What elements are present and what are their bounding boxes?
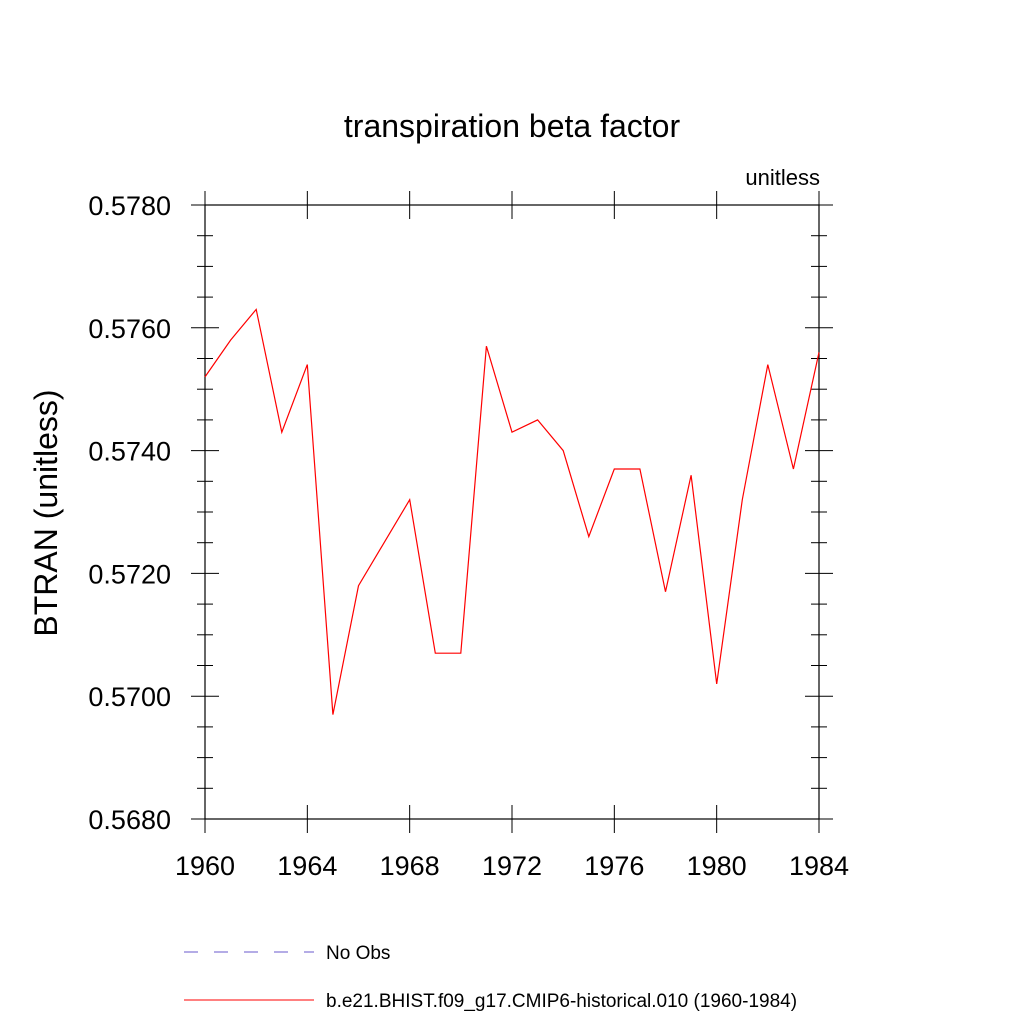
x-tick-label: 1984 [789,851,849,881]
y-axis-ticks: 0.5680 0.5700 0.5720 0.5740 0.5760 0.5780 [88,191,833,835]
x-tick-label: 1968 [380,851,440,881]
y-tick-label: 0.5740 [88,437,171,467]
legend-label: No Obs [326,943,390,964]
x-tick-label: 1960 [175,851,235,881]
y-tick-label: 0.5780 [88,191,171,221]
x-tick-label: 1976 [584,851,644,881]
series-line [204,308,820,715]
x-tick-label: 1980 [687,851,747,881]
y-tick-label: 0.5760 [88,314,171,344]
x-tick-label: 1972 [482,851,542,881]
units-label: unitless [745,165,820,190]
series-layer [204,308,820,715]
x-tick-label: 1964 [277,851,337,881]
plot-frame [204,204,820,820]
y-axis-label: BTRAN (unitless) [28,389,64,636]
y-tick-label: 0.5700 [88,682,171,712]
legend: No Obs b.e21.BHIST.f09_g17.CMIP6-historic… [184,943,797,1012]
y-tick-label: 0.5680 [88,805,171,835]
chart-title: transpiration beta factor [344,108,681,144]
legend-label: b.e21.BHIST.f09_g17.CMIP6-historical.010… [326,991,797,1012]
x-axis-ticks: 1960 1964 1968 1972 1976 1980 1984 [175,191,849,881]
y-tick-label: 0.5720 [88,559,171,589]
